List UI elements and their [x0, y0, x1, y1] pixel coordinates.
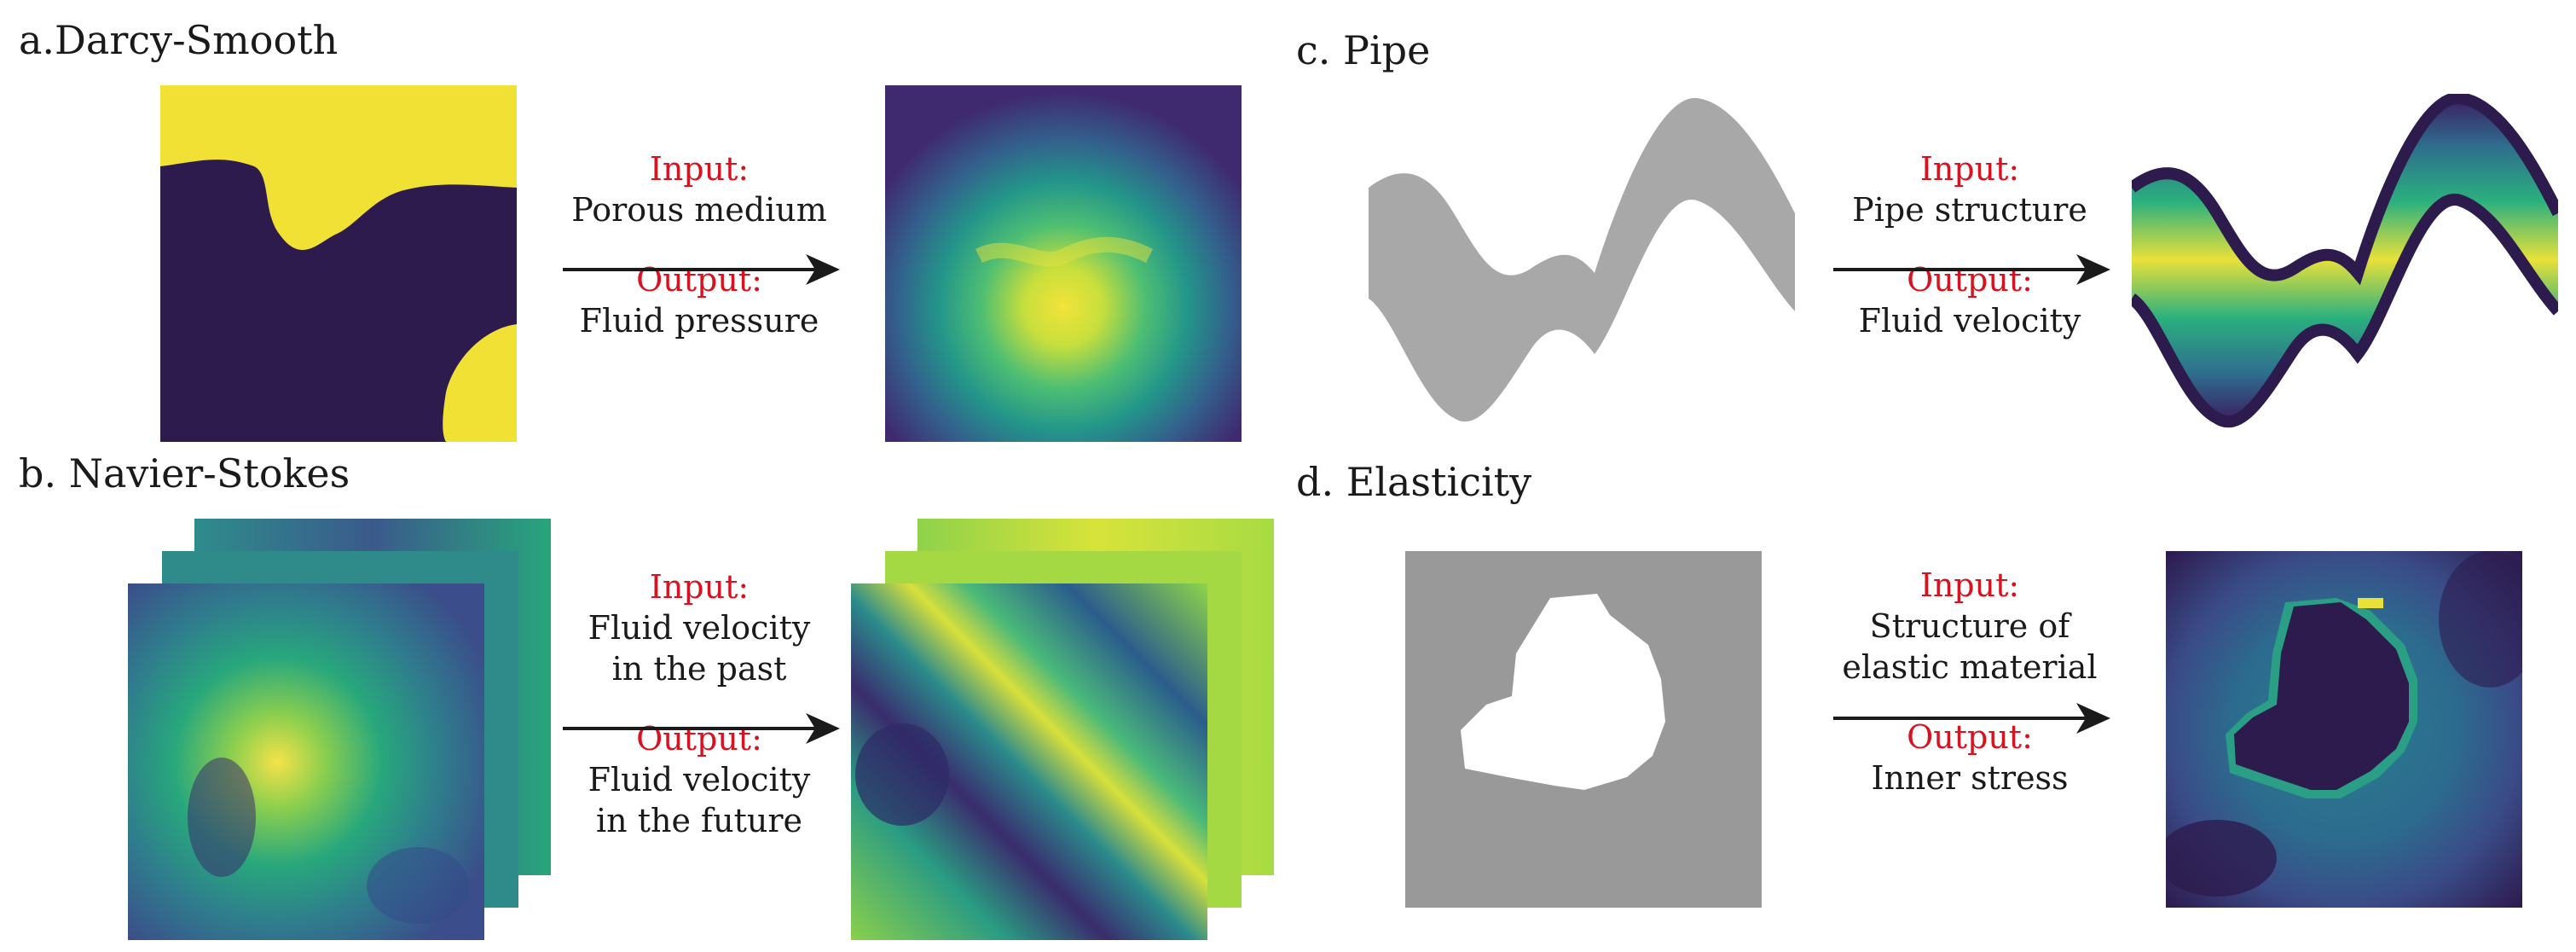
panel-c-input-text: Pipe structure [1852, 191, 2087, 229]
panel-d-input-text-line1: Structure of [1869, 607, 2070, 645]
elastic-structure-image [1405, 551, 1762, 908]
panel-b-io-text: Input: Fluid velocity in the past Output… [546, 566, 853, 841]
panel-c-title: c. Pipe [1296, 27, 1431, 73]
fluid-pressure-image [885, 85, 1242, 442]
panel-d-output-text: Inner stress [1871, 759, 2069, 797]
panel-b-input-text-line1: Fluid velocity [588, 609, 811, 647]
panel-c-output-label: Output: [1907, 261, 2033, 299]
panel-a-output-text: Fluid pressure [579, 302, 819, 340]
panel-a-arrow-icon [563, 254, 840, 285]
panel-d-arrow-icon [1833, 703, 2110, 734]
fluid-velocity-image [2132, 94, 2558, 435]
porous-medium-image [160, 85, 517, 442]
panel-a-input-text: Porous medium [571, 191, 827, 229]
panel-b-input-label: Input: [649, 568, 750, 606]
inner-stress-image [2166, 551, 2522, 908]
ns-output-stack [851, 519, 1277, 940]
panel-c-output-text: Fluid velocity [1858, 302, 2081, 340]
panel-c-input-label: Input: [1919, 150, 2020, 188]
panel-a-io-text: Input: Porous medium Output: Fluid press… [546, 148, 853, 341]
panel-d-title: d. Elasticity [1296, 459, 1532, 505]
panel-a-input-label: Input: [649, 150, 750, 188]
panel-b-title: b. Navier-Stokes [19, 450, 350, 496]
panel-d-input-text-line2: elastic material [1842, 648, 2098, 686]
panel-a-output-label: Output: [636, 261, 762, 299]
panel-c-arrow-icon [1833, 254, 2110, 285]
panel-c-io-text: Input: Pipe structure Output: Fluid velo… [1816, 148, 2123, 341]
pipe-structure-image [1369, 94, 1795, 435]
panel-b-input-text-line2: in the past [611, 650, 787, 688]
panel-a-title: a.Darcy-Smooth [19, 17, 339, 63]
panel-b-output-text-line1: Fluid velocity [588, 761, 811, 798]
panel-d-output-label: Output: [1907, 718, 2033, 756]
ns-input-stack [128, 519, 554, 940]
panel-b-output-text-line2: in the future [596, 802, 802, 839]
panel-d-io-text: Input: Structure of elastic material Out… [1816, 565, 2123, 798]
panel-b-arrow-icon [563, 713, 840, 744]
panel-b-output-label: Output: [636, 720, 762, 758]
panel-d-input-label: Input: [1919, 566, 2020, 604]
